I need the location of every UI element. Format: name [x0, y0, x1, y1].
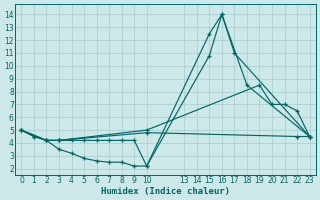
X-axis label: Humidex (Indice chaleur): Humidex (Indice chaleur) [101, 187, 230, 196]
